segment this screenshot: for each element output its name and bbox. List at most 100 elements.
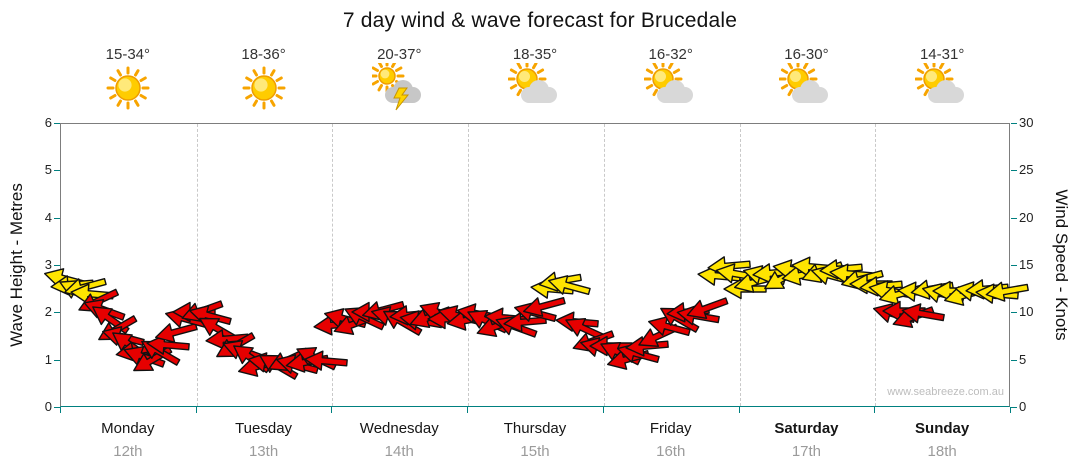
wind-arrow [357,292,408,327]
wind-arrow [225,335,276,381]
wind-arrow [963,275,1011,303]
right-tick-mark [1011,123,1017,124]
wind-arrow [612,336,663,371]
wind-arrow [536,265,585,297]
left-tick-mark [54,170,60,172]
day-date: 15th [520,443,550,460]
wind-arrow [338,297,390,338]
right-tick-mark [1011,170,1017,172]
wind-speed-tick-label: 5 [1019,351,1027,367]
wind-arrow [252,344,304,388]
wind-arrow [931,279,977,303]
wind-arrow [84,296,135,342]
wind-arrow [72,280,124,321]
day-temp-range: 20-37° [377,46,422,63]
partly-cloudy-icon [507,59,562,113]
right-tick-mark [1011,359,1017,361]
wind-arrow [567,322,618,360]
day-gridline [196,124,198,406]
wind-arrow [739,259,790,294]
sunny-icon [101,63,155,113]
day-name: Saturday [774,420,839,437]
day-date: 12th [113,443,143,460]
wind-arrow [104,322,155,368]
wind-arrow [91,307,143,351]
wind-arrow [161,301,212,336]
wind-arrow [673,300,722,332]
right-tick-mark [1011,407,1017,408]
wind-arrow [244,347,293,379]
wind-arrow [68,280,116,308]
wind-arrow [869,297,920,332]
left-tick-mark [54,359,60,361]
wind-arrow [848,272,894,296]
wind-speed-tick-label: 25 [1019,162,1034,178]
wind-speed-tick-label: 15 [1019,257,1034,272]
wave-height-tick-label: 1 [44,351,52,367]
wind-arrow [874,276,925,311]
chart-area: www.seabreeze.com.au [44,123,1029,407]
wind-arrow [519,288,570,323]
day-gridline [875,124,877,406]
wind-arrow [528,275,576,303]
day-date: 17th [791,443,822,460]
day-date: 18th [927,443,957,460]
wind-arrow [603,341,654,376]
wind-speed-tick-label: 0 [1019,399,1027,414]
wind-arrow [319,301,370,336]
wind-arrow [426,307,472,331]
wind-arrow [387,301,435,329]
x-axis-tick-mark [874,407,876,413]
day-name: Sunday [915,420,970,437]
day-date: 13th [248,443,279,460]
wind-arrow [797,253,848,291]
wind-arrow [888,298,939,336]
wind-arrow [151,315,202,350]
wind-arrow [328,305,379,343]
left-tick-mark [54,217,60,219]
day-temp-range: 16-32° [648,46,693,63]
x-axis-tick-mark [195,407,197,413]
wind-arrow [982,275,1031,307]
wind-arrow [48,271,96,299]
day-temp-range: 14-31° [919,46,965,63]
wind-arrow [653,297,705,341]
wind-arrow [453,298,502,330]
watermark: www.seabreeze.com.au [887,386,1004,398]
wind-arrow [509,296,560,331]
wind-arrow [192,307,244,351]
day-temp-range: 15-34° [105,46,151,63]
day-name: Wednesday [359,420,439,437]
day-gridline [468,124,470,406]
wind-arrow [632,315,684,356]
x-axis-tick-mark [60,407,61,413]
day-gridline [332,124,334,406]
left-tick-mark [54,123,60,124]
wind-arrow [234,349,285,384]
day-name: Friday [649,420,692,437]
wind-arrow [681,289,732,327]
wind-arrow [817,255,865,283]
partly-cloudy-icon [914,59,969,113]
day-date: 14th [384,443,414,460]
wind-arrow [712,258,761,290]
wind-arrow [118,338,169,376]
wind-speed-tick-label: 10 [1019,304,1034,320]
wind-arrow [126,338,178,382]
wind-arrow [490,307,541,345]
wind-speed-tick-label: 30 [1019,115,1034,130]
thunderstorm-icon [369,58,426,113]
wind-arrow [836,262,887,297]
wind-arrow [750,259,798,287]
right-tick-mark [1011,217,1017,219]
day-temp-range: 16-30° [784,46,829,63]
wind-arrow [588,334,634,358]
wind-arrow [807,259,858,294]
wind-arrow [895,278,943,306]
wind-arrow [576,331,627,366]
wind-arrow [881,299,927,323]
wind-arrow [705,252,753,280]
x-axis-tick-mark [1010,407,1011,413]
day-gridline [603,124,605,406]
